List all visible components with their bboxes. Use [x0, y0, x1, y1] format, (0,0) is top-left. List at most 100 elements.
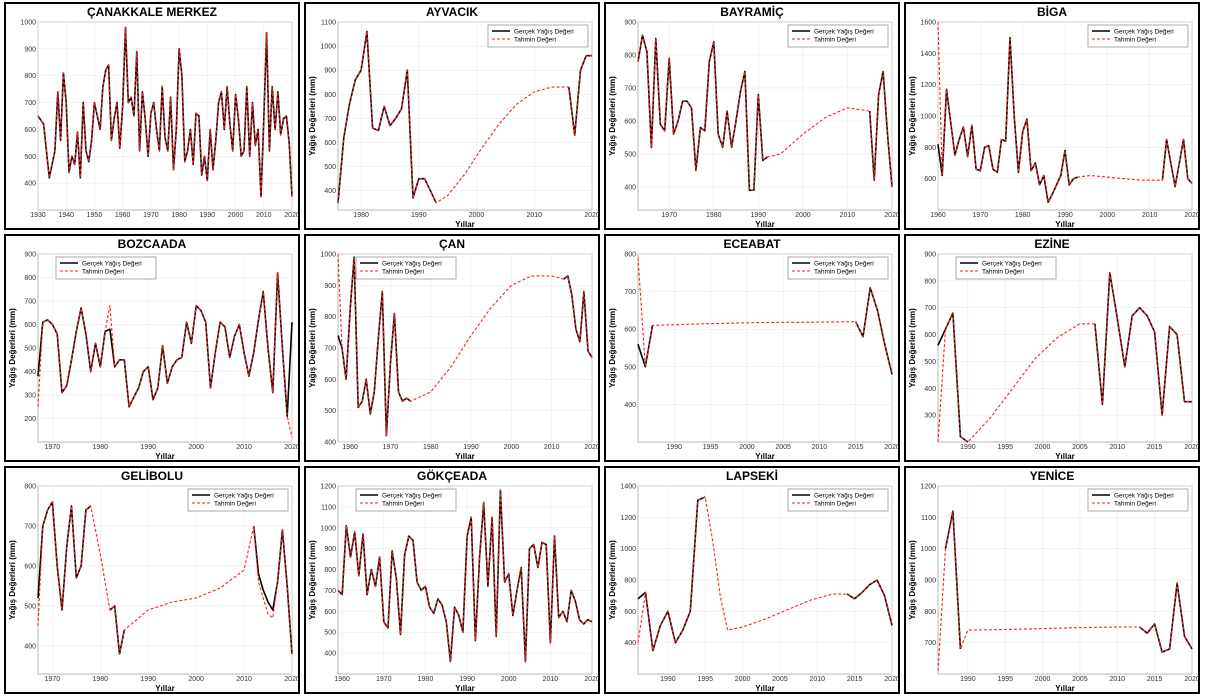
y-tick-label: 900: [924, 578, 936, 585]
x-tick-label: 2020: [1184, 444, 1198, 451]
y-tick-label: 600: [324, 140, 336, 147]
y-tick-label: 1000: [320, 252, 336, 259]
y-tick-label: 1100: [921, 515, 936, 522]
legend-box: [1087, 24, 1189, 48]
y-tick-label: 800: [924, 609, 936, 616]
x-tick-label: 2015: [1147, 676, 1163, 683]
y-tick-label: 800: [24, 484, 36, 491]
series-line-prediction: [637, 496, 893, 652]
x-tick-label: 1960: [342, 444, 358, 451]
y-tick-label: 600: [924, 176, 936, 183]
plot-area: [37, 21, 293, 211]
y-axis-label: Yağış Değerleri (mm): [608, 540, 617, 620]
x-tick-label: 1930: [30, 212, 46, 219]
x-tick-label: 1950: [87, 212, 103, 219]
y-tick-label: 1400: [920, 51, 936, 58]
y-tick-label: 300: [924, 413, 936, 420]
chart-panel: ÇANAKKALE MERKEZ 1930 1940 1950 1960 1970 1980…: [4, 2, 300, 230]
x-tick-label: 2010: [256, 212, 272, 219]
x-axis-label: Yıllar: [1055, 220, 1075, 228]
y-tick-label: 500: [24, 346, 36, 353]
x-tick-label: 1990: [463, 444, 479, 451]
x-tick-label: 2010: [1142, 212, 1158, 219]
y-tick-label: 400: [624, 402, 636, 409]
x-tick-label: 2020: [284, 676, 298, 683]
x-tick-label: 2020: [884, 444, 898, 451]
x-tick-label: 2020: [284, 212, 298, 219]
x-tick-label: 1995: [697, 676, 713, 683]
chart-title: ÇANAKKALE MERKEZ: [87, 5, 217, 19]
y-axis-label: Yağış Değerleri (mm): [908, 76, 917, 156]
chart-title: BOZCAADA: [118, 237, 187, 251]
series-line-prediction: [937, 272, 1192, 443]
legend-label: Gerçek Yağış Değeri: [214, 492, 274, 499]
y-tick-label: 400: [324, 440, 336, 447]
y-tick-label: 600: [624, 118, 636, 125]
chart-svg: LAPSEKİ 1990 1995 2000 2005 2010 2015 2020 400 60…: [608, 468, 898, 692]
x-axis-label: Yıllar: [755, 684, 775, 692]
plot-area: [637, 21, 893, 211]
x-tick-label: 2010: [1110, 676, 1126, 683]
y-tick-label: 1000: [620, 546, 636, 553]
series-line-prediction: [37, 501, 293, 655]
x-tick-label: 2000: [795, 212, 811, 219]
legend-box: [55, 256, 157, 280]
series-line-prediction: [337, 253, 593, 437]
x-axis-label: Yıllar: [1055, 452, 1075, 460]
y-axis-label: Yağış Değerleri (mm): [608, 308, 617, 388]
legend-label: Gerçek Yağış Değeri: [982, 260, 1042, 267]
x-tick-label: 1970: [45, 444, 61, 451]
legend-box: [487, 24, 589, 48]
series-line-prediction: [637, 34, 893, 191]
chart-svg: BOZCAADA 1970 1980 1990 2000 2010 2020 200 300 40…: [8, 237, 298, 460]
y-tick-label: 400: [624, 184, 636, 191]
chart-svg: ÇAN 1960 1970 1980 1990 2000 2010 2020 400 500 600…: [308, 237, 598, 460]
chart-title: GÖKÇEADA: [417, 468, 487, 483]
x-tick-label: 2010: [1110, 444, 1126, 451]
x-tick-label: 1990: [660, 676, 676, 683]
y-tick-label: 1400: [620, 484, 636, 491]
y-tick-label: 900: [924, 252, 936, 259]
legend-label: Tahmin Değeri: [82, 268, 124, 275]
x-tick-label: 2010: [812, 444, 828, 451]
x-tick-label: 1980: [706, 212, 722, 219]
y-tick-label: 1200: [620, 515, 636, 522]
y-tick-label: 600: [24, 564, 36, 571]
x-tick-label: 1980: [171, 212, 187, 219]
series-line-prediction: [337, 31, 592, 204]
legend-label: Gerçek Yağış Değeri: [814, 28, 874, 35]
legend-label: Tahmin Değeri: [382, 268, 424, 275]
y-tick-label: 600: [324, 377, 336, 384]
y-tick-label: 400: [624, 640, 636, 647]
chart-panel: YENİCE 1990 1995 2000 2005 2010 2015 2020 700 800…: [904, 466, 1200, 694]
plot-area: [937, 253, 1193, 443]
y-axis-label: Yağış Değerleri (mm): [308, 540, 317, 620]
y-tick-label: 600: [24, 127, 36, 134]
x-tick-label: 1990: [140, 676, 156, 683]
x-tick-label: 1980: [1015, 212, 1031, 219]
y-tick-label: 1000: [20, 20, 36, 27]
chart-title: ECEABAT: [723, 237, 781, 251]
y-tick-label: 400: [324, 188, 336, 195]
x-tick-label: 2000: [1035, 676, 1051, 683]
x-tick-label: 2000: [188, 676, 204, 683]
y-tick-label: 700: [924, 640, 936, 647]
chart-panel: AYVACIK 1980 1990 2000 2010 2020 400 500 600 700 8…: [304, 2, 600, 230]
y-tick-label: 1100: [321, 20, 336, 27]
legend-label: Tahmin Değeri: [982, 268, 1024, 275]
y-tick-label: 600: [624, 609, 636, 616]
y-tick-label: 700: [24, 524, 36, 531]
x-tick-label: 2000: [1100, 212, 1116, 219]
x-tick-label: 2010: [543, 676, 559, 683]
legend-label: Tahmin Değeri: [814, 500, 856, 507]
chart-title: LAPSEKİ: [726, 468, 778, 483]
y-tick-label: 400: [24, 369, 36, 376]
chart-title: ÇAN: [439, 237, 465, 251]
x-tick-label: 1980: [418, 676, 434, 683]
plot-area: [337, 21, 593, 211]
y-tick-label: 700: [324, 346, 336, 353]
y-tick-label: 800: [924, 145, 936, 152]
x-tick-label: 1980: [423, 444, 439, 451]
x-tick-label: 1960: [930, 212, 946, 219]
